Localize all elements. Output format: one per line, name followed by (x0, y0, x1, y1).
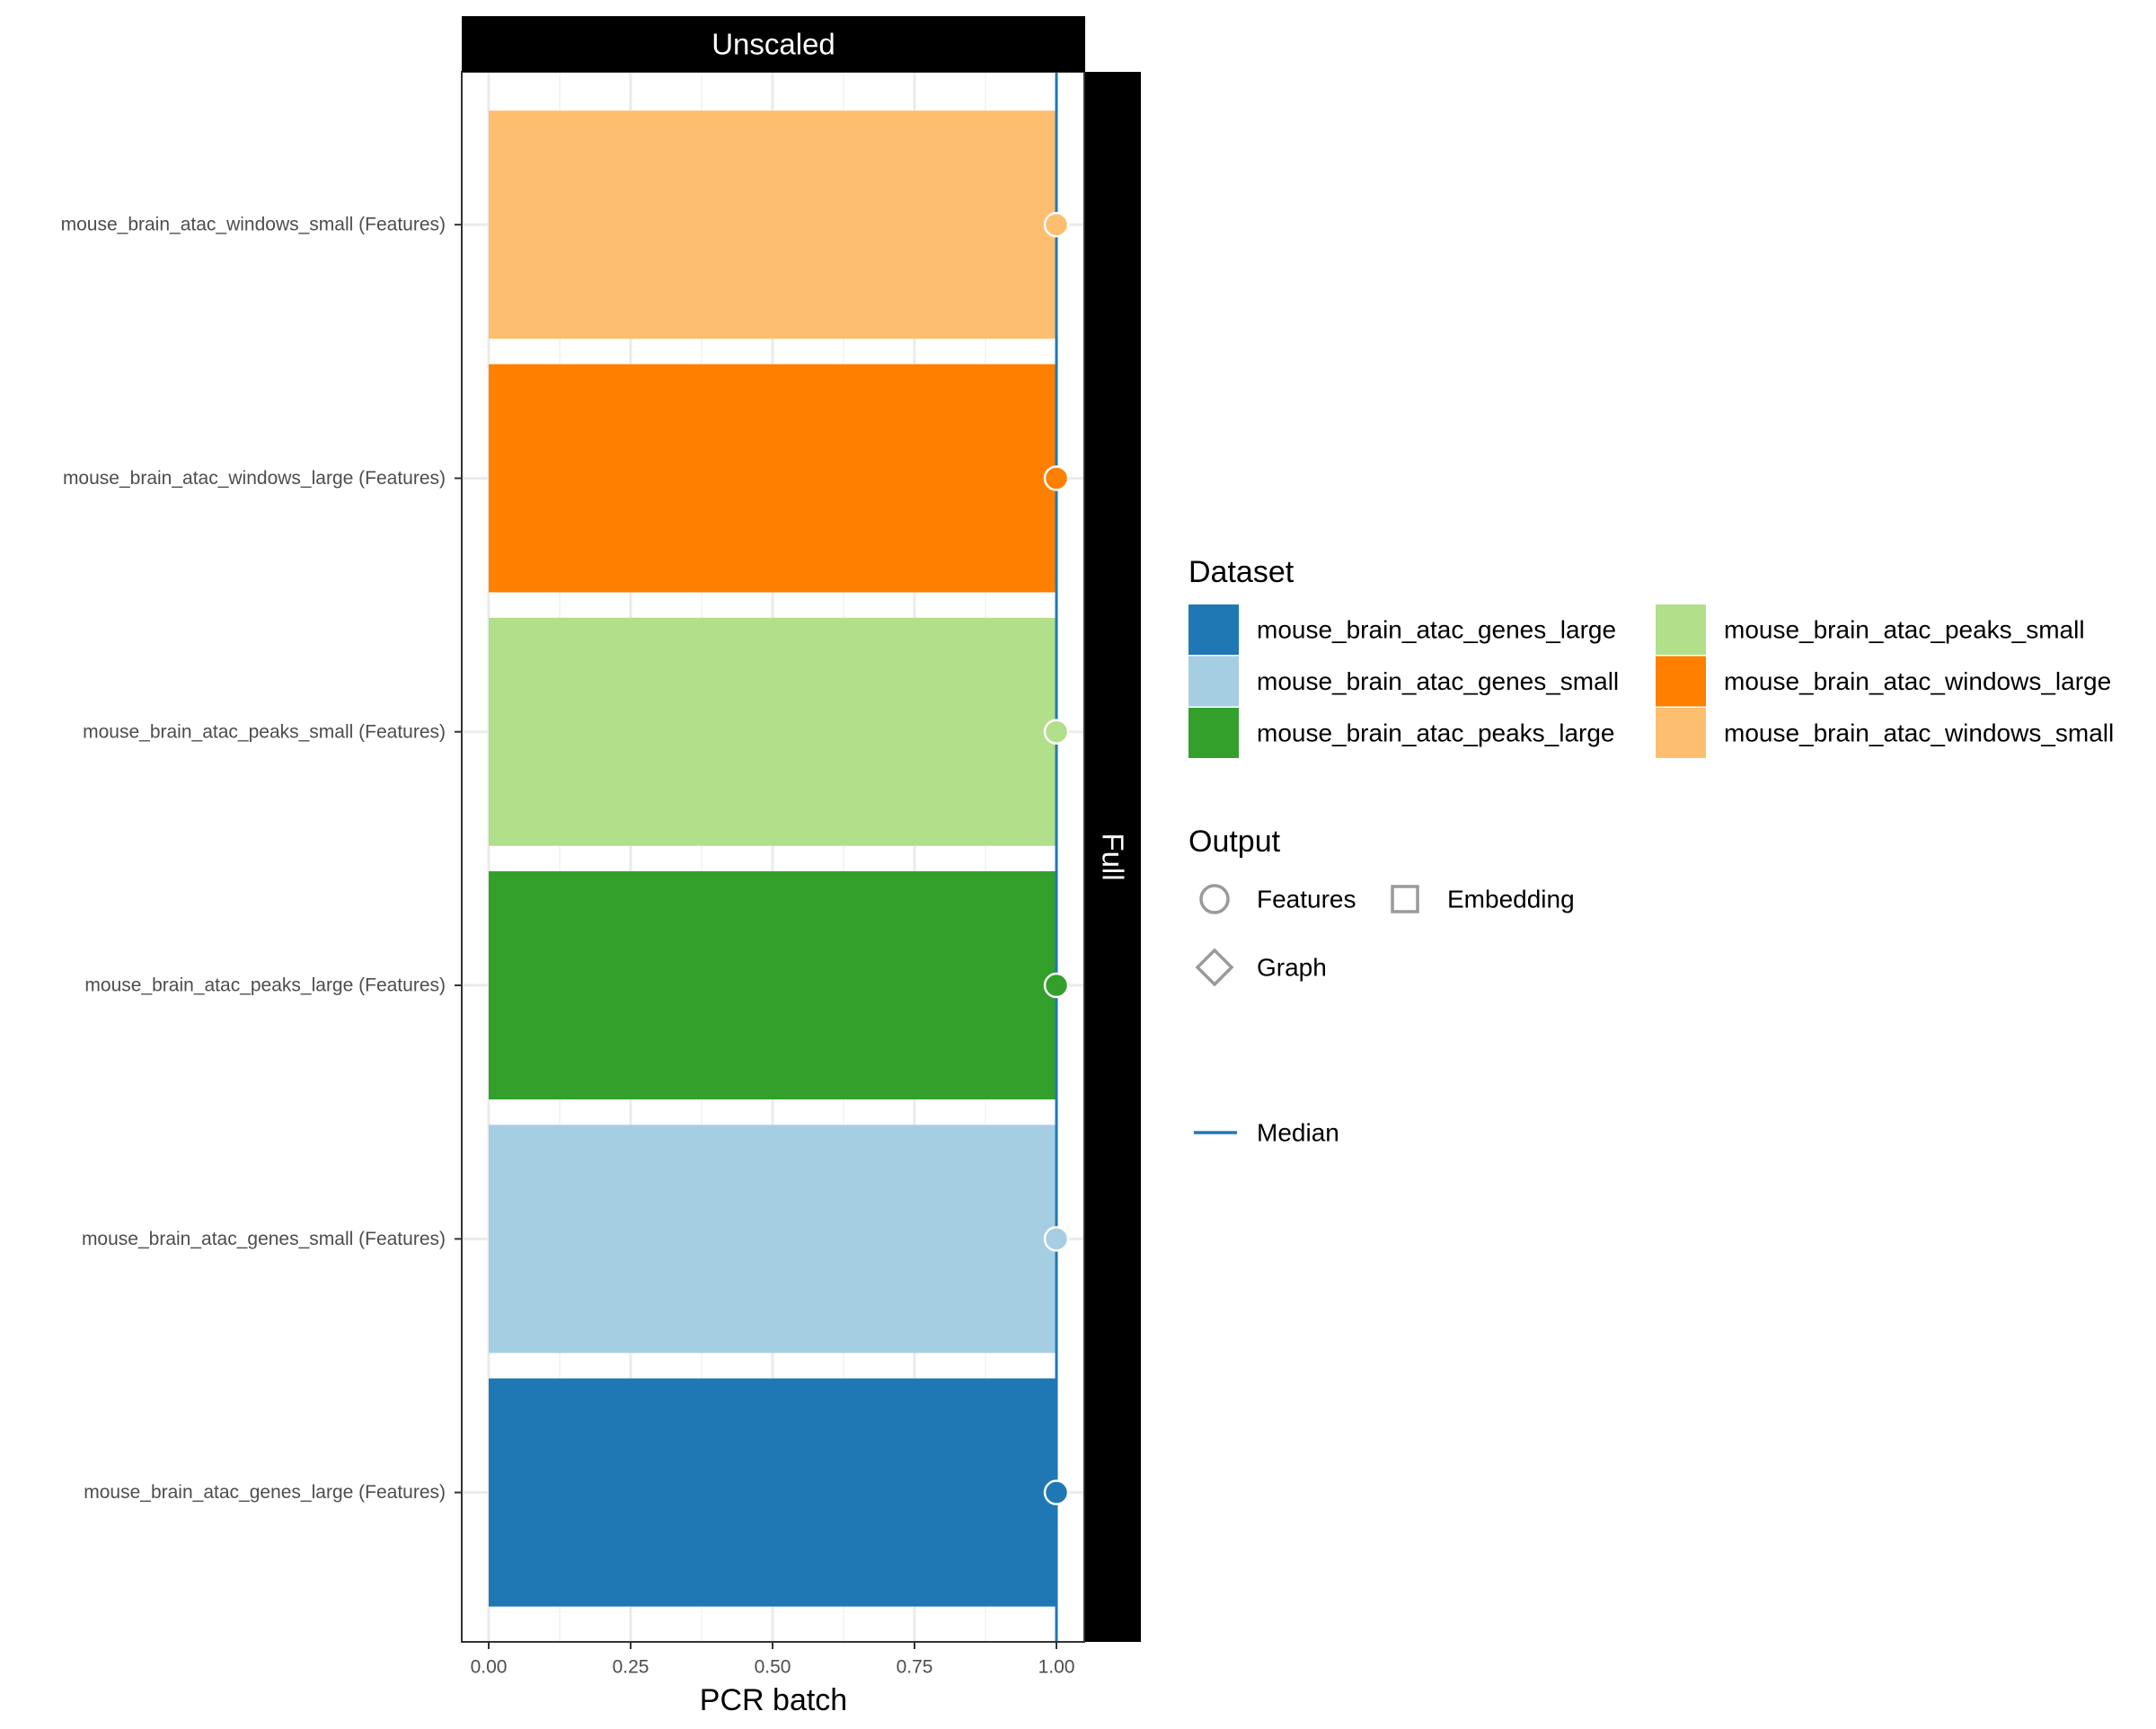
point-4 (1043, 719, 1070, 745)
legend-output-key (1199, 884, 1230, 914)
legend-dataset-title: Dataset (1188, 555, 1294, 589)
y-tick-label: mouse_brain_atac_genes_large (Features) (84, 1482, 446, 1503)
legend-dataset-key (1656, 708, 1706, 758)
legend-dataset-label: mouse_brain_atac_genes_small (1257, 667, 1619, 695)
y-tick-label: mouse_brain_atac_windows_large (Features… (63, 468, 446, 489)
y-tick-label: mouse_brain_atac_peaks_small (Features) (83, 721, 446, 742)
point-6 (1043, 211, 1070, 238)
y-tick-label: mouse_brain_atac_windows_small (Features… (61, 215, 446, 235)
x-tick-label: 1.00 (1038, 1657, 1075, 1678)
legend-dataset-label: mouse_brain_atac_windows_large (1724, 667, 2111, 695)
bar-3 (489, 871, 1056, 1100)
legend-dataset-key (1656, 656, 1706, 707)
point-2 (1043, 1226, 1070, 1252)
legend-dataset-key (1188, 604, 1239, 655)
legend-output-title: Output (1188, 825, 1281, 859)
y-tick-label: mouse_brain_atac_peaks_large (Features) (84, 975, 446, 996)
legend-output-label: Embedding (1447, 886, 1575, 913)
bar-6 (489, 110, 1056, 340)
legend-dataset-label: mouse_brain_atac_peaks_large (1257, 719, 1615, 747)
facet-strip-top (462, 16, 1085, 72)
facet-label-right: Full (1097, 833, 1130, 880)
facet-strip-right (1085, 72, 1141, 1642)
legend-dataset-key (1656, 604, 1706, 655)
x-tick-label: 0.75 (897, 1657, 933, 1678)
point-1 (1043, 1479, 1070, 1505)
bar-2 (489, 1125, 1056, 1354)
legend-dataset-label: mouse_brain_atac_peaks_small (1724, 616, 2085, 644)
y-tick-label: mouse_brain_atac_genes_small (Features) (82, 1229, 446, 1249)
legend-dataset-label: mouse_brain_atac_genes_large (1257, 616, 1616, 644)
legend-output-label: Graph (1257, 954, 1327, 982)
legend-dataset-key (1188, 708, 1239, 758)
legend-output-key (1195, 948, 1234, 987)
legend-dataset-label: mouse_brain_atac_windows_small (1724, 719, 2114, 747)
legend-dataset-key (1188, 656, 1239, 707)
facet-label-top: Unscaled (711, 28, 835, 61)
point-3 (1043, 972, 1070, 999)
bar-4 (489, 617, 1056, 846)
bar-1 (489, 1378, 1056, 1607)
x-axis-title: PCR batch (700, 1683, 847, 1717)
legend-output-label: Features (1257, 886, 1356, 913)
legend-output-key (1391, 885, 1419, 913)
x-tick-label: 0.00 (471, 1657, 508, 1678)
x-tick-label: 0.25 (613, 1657, 649, 1678)
bar-5 (489, 364, 1056, 593)
point-5 (1043, 465, 1070, 491)
legend-median-label: Median (1257, 1119, 1339, 1147)
x-tick-label: 0.50 (755, 1657, 791, 1678)
